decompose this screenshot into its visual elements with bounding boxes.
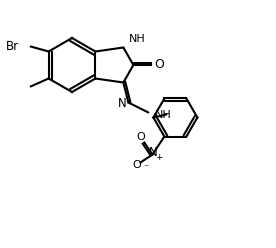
Text: O: O [132,159,141,170]
Text: O: O [136,131,145,142]
Text: NH: NH [128,34,145,44]
Text: +: + [155,153,162,162]
Text: N: N [118,97,126,110]
Text: ⁻: ⁻ [144,163,149,174]
Text: Br: Br [6,40,18,53]
Text: NH: NH [154,110,171,120]
Text: O: O [155,59,164,71]
Text: N: N [149,146,158,159]
